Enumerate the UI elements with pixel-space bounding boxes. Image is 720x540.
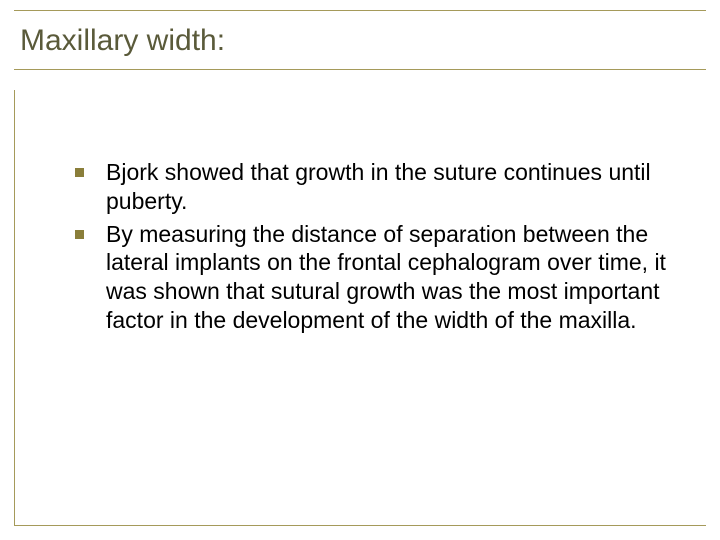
square-bullet-icon xyxy=(75,230,84,239)
title-bottom-rule xyxy=(14,69,706,70)
slide-title: Maxillary width: xyxy=(20,24,225,58)
title-region: Maxillary width: xyxy=(14,10,706,70)
list-item: By measuring the distance of separation … xyxy=(75,220,686,335)
list-item: Bjork showed that growth in the suture c… xyxy=(75,158,686,216)
slide: Maxillary width: Bjork showed that growt… xyxy=(0,0,720,540)
title-top-rule xyxy=(14,10,706,11)
content-region: Bjork showed that growth in the suture c… xyxy=(14,90,706,526)
bullet-text: Bjork showed that growth in the suture c… xyxy=(106,158,686,216)
bullet-text: By measuring the distance of separation … xyxy=(106,220,686,335)
square-bullet-icon xyxy=(75,168,84,177)
